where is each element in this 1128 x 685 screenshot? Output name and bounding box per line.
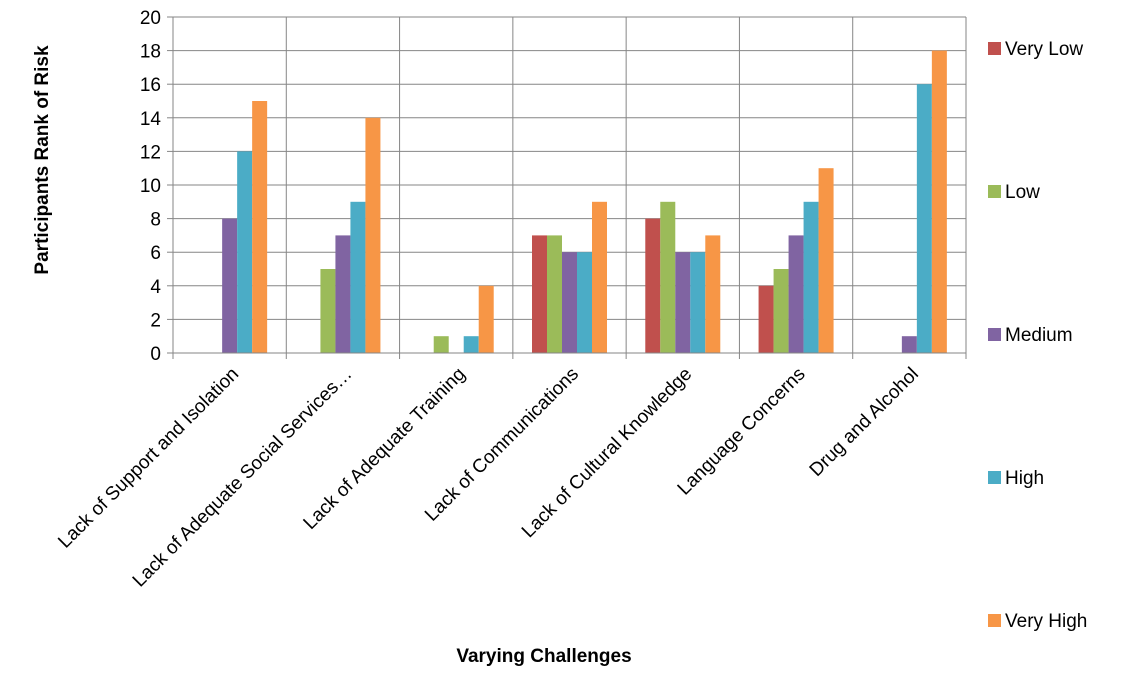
grid [172, 16, 967, 353]
y-tick-labels: 0 2 4 6 8 10 12 14 16 18 20 [140, 8, 162, 365]
y-tick-label: 10 [140, 176, 161, 197]
legend: Very Low Low Medium High Very High [988, 39, 1087, 632]
y-tick-label: 12 [140, 142, 161, 163]
x-tick-label: Lack of Support and Isolation [54, 364, 243, 553]
bar [547, 235, 562, 353]
bar [788, 235, 804, 353]
bar [901, 336, 917, 353]
bar [773, 269, 789, 353]
bar [237, 151, 253, 353]
bar [532, 235, 547, 353]
legend-label: High [1005, 468, 1044, 489]
legend-item: Low [988, 182, 1040, 203]
legend-swatch [988, 471, 1001, 484]
bar [478, 285, 494, 353]
x-axis-title: Varying Challenges [456, 646, 631, 667]
y-tick-label: 0 [150, 344, 161, 365]
y-tick-label: 6 [150, 243, 161, 264]
bar [592, 201, 607, 353]
y-tick-label: 14 [140, 109, 162, 130]
y-tick-label: 2 [150, 310, 161, 331]
bar [365, 117, 381, 353]
y-tick-label: 4 [150, 277, 161, 298]
bar [660, 201, 676, 353]
legend-swatch [988, 42, 1001, 55]
bar [562, 252, 577, 353]
bar [320, 269, 336, 353]
x-tick-label: Language Concerns [674, 364, 810, 500]
bar [818, 168, 834, 353]
legend-label: Low [1005, 182, 1040, 203]
bar [433, 336, 449, 353]
bars [222, 50, 947, 353]
legend-item: Very High [988, 611, 1087, 632]
legend-label: Very High [1005, 611, 1087, 632]
bar [252, 101, 268, 353]
bar [690, 252, 706, 353]
bar [335, 235, 351, 353]
y-tick-label: 16 [140, 75, 161, 96]
bar [463, 336, 479, 353]
bar [931, 50, 947, 353]
x-tick-label: Lack of Adequate Social Services… [129, 364, 357, 592]
legend-label: Medium [1005, 325, 1073, 346]
legend-item: High [988, 468, 1044, 489]
bar [803, 201, 819, 353]
bar [916, 84, 932, 353]
axes [167, 16, 967, 359]
x-tick-label: Drug and Alcohol [806, 364, 923, 481]
legend-label: Very Low [1005, 39, 1083, 60]
y-tick-label: 20 [140, 8, 161, 29]
bar [705, 235, 721, 353]
bar [758, 285, 774, 353]
bar [577, 252, 592, 353]
legend-item: Medium [988, 325, 1073, 346]
bar [350, 201, 366, 353]
bar [645, 218, 661, 353]
y-axis-title: Participants Rank of Risk [32, 45, 53, 275]
y-tick-label: 18 [140, 42, 161, 63]
legend-swatch [988, 614, 1001, 627]
legend-swatch [988, 328, 1001, 341]
bar [675, 252, 691, 353]
legend-item: Very Low [988, 39, 1083, 60]
y-tick-label: 8 [150, 210, 161, 231]
legend-swatch [988, 185, 1001, 198]
bar [222, 218, 238, 353]
